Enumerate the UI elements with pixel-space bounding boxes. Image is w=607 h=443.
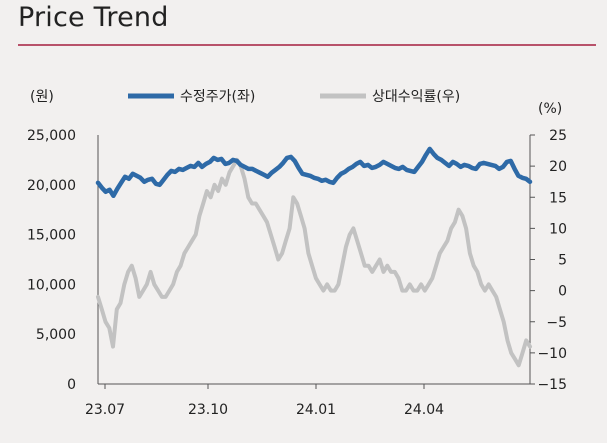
axis-units: (원) (%) (30, 89, 562, 117)
left-tick-label: 25,000 (27, 128, 76, 144)
right-axis-unit: (%) (538, 101, 562, 117)
right-tick-label: 0 (558, 284, 567, 300)
x-tick-label: 24.04 (404, 402, 444, 418)
axes (97, 135, 531, 385)
x-tick-label: 23.07 (85, 402, 125, 418)
right-tick-label: 10 (549, 221, 567, 237)
right-tick-label: −10 (537, 346, 567, 362)
left-axis-unit: (원) (30, 89, 54, 105)
right-tick-label: −5 (546, 315, 567, 331)
right-tick-label: 25 (549, 128, 567, 144)
left-tick-label: 5,000 (36, 327, 76, 343)
left-tick-label: 20,000 (27, 178, 76, 194)
right-tick-label: −15 (537, 377, 567, 393)
right-tick-label: 5 (558, 253, 567, 269)
left-tick-label: 10,000 (27, 277, 76, 293)
series-line-relative-return (96, 157, 532, 368)
right-tick-label: 20 (549, 159, 567, 175)
series-lines (95, 146, 533, 368)
right-axis-ticks: 25 20 15 10 5 0 −5 −10 −15 (530, 128, 567, 393)
left-tick-label: 0 (67, 377, 76, 393)
page-title: Price Trend (18, 2, 169, 33)
legend-label: 수정주가(좌) (180, 89, 255, 105)
left-tick-label: 15,000 (27, 228, 76, 244)
legend: 수정주가(좌) 상대수익률(우) (128, 89, 460, 105)
right-tick-label: 15 (549, 190, 567, 206)
x-tick-label: 24.01 (296, 402, 336, 418)
x-tick-label: 23.10 (188, 402, 228, 418)
x-axis-ticks: 23.07 23.10 24.01 24.04 (85, 384, 444, 418)
title-divider (18, 44, 596, 46)
legend-label: 상대수익률(우) (372, 89, 460, 105)
series-line-adjusted-price (95, 146, 533, 199)
left-axis-ticks: 25,000 20,000 15,000 10,000 5,000 0 (27, 128, 76, 393)
